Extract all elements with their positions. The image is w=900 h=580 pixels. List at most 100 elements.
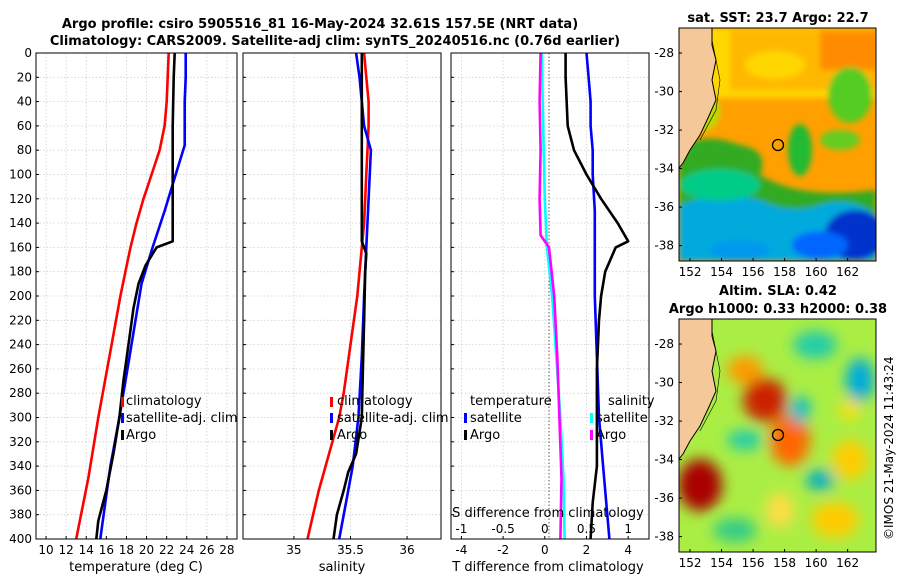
x2-tick-label: -0.5 <box>491 522 514 536</box>
series-line-temperature-satellite <box>540 53 566 539</box>
x2-tick-label: 0.5 <box>577 522 596 536</box>
sla-map-panel: Altim. SLA: 0.42 Argo h1000: 0.33 h2000:… <box>654 284 887 570</box>
salinity-legend: climatology satellite-adj. clim Argo <box>330 394 449 443</box>
salinity-x-label: salinity <box>319 560 366 575</box>
x2-tick-label: 0 <box>541 522 549 536</box>
x-tick-label: 18 <box>119 543 134 557</box>
y-tick-label: 40 <box>17 95 32 109</box>
argo-position-marker <box>771 138 785 152</box>
legend-swatch-satellite <box>121 413 124 423</box>
map-y-tick-label: -28 <box>654 46 674 60</box>
t-difference-label: T difference from climatology <box>451 560 644 575</box>
x-tick-label: 16 <box>99 543 114 557</box>
map-x-tick-label: 154 <box>710 265 733 279</box>
map-x-tick-label: 152 <box>679 265 702 279</box>
map-x-tick-label: 152 <box>679 556 702 570</box>
x-tick-label: 4 <box>624 543 632 557</box>
y-tick-label: 340 <box>9 459 32 473</box>
y-tick-label: 140 <box>9 216 32 230</box>
legend-label: satellite <box>470 411 522 426</box>
map-y-tick-label: -38 <box>654 239 674 253</box>
legend-swatch-t-argo <box>590 430 593 440</box>
legend-swatch-climatology <box>121 397 124 407</box>
y-tick-label: 320 <box>9 435 32 449</box>
x-tick-label: 26 <box>199 543 214 557</box>
y-tick-label: 240 <box>9 338 32 352</box>
temperature-panel: 0 20 40 60 80 100 120 140 160 180 200 220 240 260 280 3… <box>9 46 238 575</box>
sla-field <box>679 331 874 542</box>
map-y-tick-label: -32 <box>654 123 674 137</box>
x-tick-label: 2 <box>583 543 591 557</box>
legend-swatch-argo <box>464 430 467 440</box>
legend-label: Argo <box>126 428 156 443</box>
salinity-panel: 35 35.5 36 salinity climatology satellite-… <box>242 52 449 575</box>
x-tick-label: 22 <box>159 543 174 557</box>
legend-label: Argo <box>337 428 367 443</box>
difference-legend-salinity: salinity satellite Argo <box>590 394 655 443</box>
legend-title: salinity <box>608 394 655 409</box>
legend-label: Argo <box>596 428 626 443</box>
figure-title-line1: Argo profile: csiro 5905516_81 16-May-20… <box>62 17 578 32</box>
series-line-argo <box>332 53 368 539</box>
series-line-climatology <box>306 53 370 539</box>
legend-swatch-satellite <box>464 413 467 423</box>
y-tick-label: 180 <box>9 265 32 279</box>
y-tick-label: 120 <box>9 192 32 206</box>
y-tick-label: 300 <box>9 411 32 425</box>
map-y-tick-label: -36 <box>654 200 674 214</box>
y-tick-label: 400 <box>9 532 32 546</box>
y-tick-label: 60 <box>17 119 32 133</box>
series-line-argo <box>95 53 176 539</box>
land-mass <box>679 28 717 169</box>
legend-title: temperature <box>470 394 552 409</box>
x2-tick-label: -1 <box>455 522 467 536</box>
sst-map-panel: sat. SST: 23.7 Argo: 22.7 <box>654 11 877 279</box>
x-tick-label: 12 <box>59 543 74 557</box>
series-line-temperature-argo <box>538 53 563 539</box>
series-line-salinity-argo <box>564 53 630 539</box>
y-tick-label: 200 <box>9 289 32 303</box>
series-line-climatology <box>74 53 170 539</box>
y-tick-label: 0 <box>24 46 32 60</box>
legend-swatch-satellite <box>330 413 333 423</box>
series-line-salinity-satellite <box>585 53 611 539</box>
x-tick-label: 35.5 <box>337 543 364 557</box>
y-tick-label: 20 <box>17 70 32 84</box>
figure-title-line2: Climatology: CARS2009. Satellite-adj cli… <box>50 34 620 49</box>
legend-label: satellite-adj. clim <box>337 411 449 426</box>
x-tick-label: 28 <box>219 543 234 557</box>
x-tick-label: -2 <box>497 543 509 557</box>
map-y-tick-label: -30 <box>654 85 674 99</box>
legend-label: satellite <box>596 411 648 426</box>
difference-panel: -4 -2 0 2 4 -1 -0.5 0 0.5 1 S difference from cli… <box>450 52 655 575</box>
y-tick-label: 360 <box>9 483 32 497</box>
map-x-tick-label: 160 <box>805 556 828 570</box>
s-difference-label: S difference from climatology <box>452 506 644 521</box>
y-tick-label: 220 <box>9 313 32 327</box>
x-tick-label: 36 <box>399 543 414 557</box>
y-tick-label: 280 <box>9 386 32 400</box>
legend-label: climatology <box>337 394 413 409</box>
map-x-tick-label: 162 <box>836 265 859 279</box>
y-tick-label: 380 <box>9 508 32 522</box>
x-tick-label: 14 <box>79 543 94 557</box>
map-x-tick-label: 154 <box>710 556 733 570</box>
legend-swatch-t-satellite <box>590 413 593 423</box>
x-tick-label: -4 <box>455 543 467 557</box>
y-tick-label: 100 <box>9 168 32 182</box>
argo-position-marker <box>771 428 785 442</box>
x-tick-label: 20 <box>139 543 154 557</box>
sla-map-title-line2: Argo h1000: 0.33 h2000: 0.38 <box>669 302 887 317</box>
y-tick-label: 80 <box>17 143 32 157</box>
temperature-legend: climatology satellite-adj. clim Argo <box>121 394 238 443</box>
map-x-tick-label: 156 <box>742 556 765 570</box>
map-x-tick-label: 158 <box>773 265 796 279</box>
sst-map-title: sat. SST: 23.7 Argo: 22.7 <box>687 11 868 26</box>
temperature-x-label: temperature (deg C) <box>69 560 203 575</box>
imos-timestamp: ©IMOS 21-May-2024 11:43:24 <box>882 356 896 540</box>
x2-tick-label: 1 <box>624 522 632 536</box>
x-tick-label: 0 <box>541 543 549 557</box>
map-y-tick-label: -30 <box>654 376 674 390</box>
difference-legend-temperature: temperature satellite Argo <box>464 394 552 443</box>
